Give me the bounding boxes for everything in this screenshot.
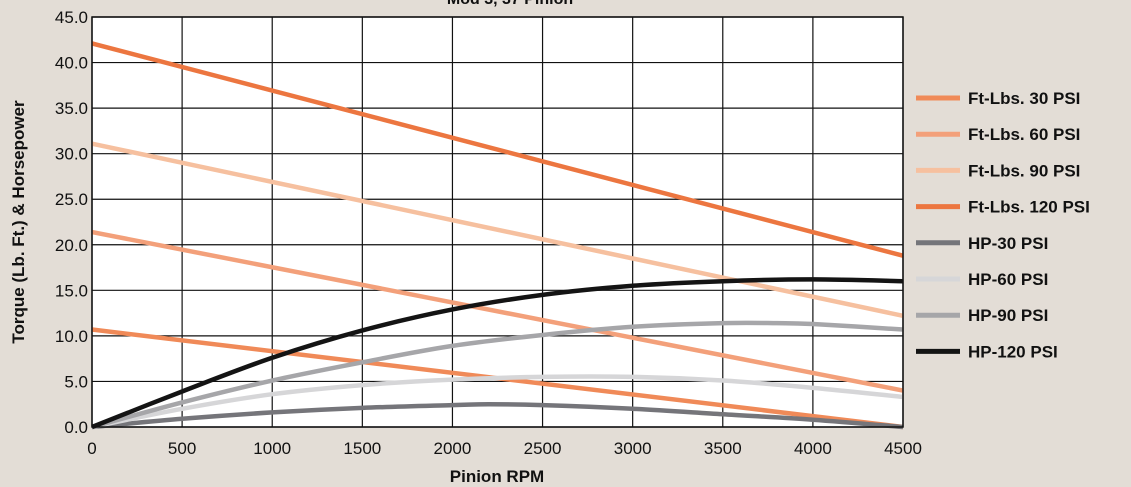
y-tick-label: 0.0 (64, 418, 88, 437)
series-group (91, 41, 904, 430)
y-tick-label: 40.0 (55, 54, 88, 73)
x-tick-label: 4500 (884, 439, 922, 458)
y-tick-label: 20.0 (55, 236, 88, 255)
x-tick-label: 3000 (614, 439, 652, 458)
x-tick-label: 1500 (343, 439, 381, 458)
series-line (91, 229, 904, 393)
x-tick-label: 4000 (794, 439, 832, 458)
legend-label: HP-60 PSI (968, 270, 1048, 289)
plot-border (91, 16, 904, 428)
y-tick-label: 25.0 (55, 190, 88, 209)
x-tick-label: 1000 (253, 439, 291, 458)
series-line (91, 320, 904, 430)
x-axis-label: Pinion RPM (450, 467, 544, 486)
legend-label: HP-30 PSI (968, 234, 1048, 253)
series-line (91, 401, 904, 430)
x-tick-label: 2000 (434, 439, 472, 458)
y-tick-label: 45.0 (55, 8, 88, 27)
y-tick-label: 15.0 (55, 281, 88, 300)
y-tick-label: 35.0 (55, 99, 88, 118)
legend: Ft-Lbs. 30 PSI Ft-Lbs. 60 PSI Ft-Lbs. 90 P… (916, 89, 1090, 361)
x-tick-label: 500 (168, 439, 196, 458)
y-tick-label: 5.0 (64, 372, 88, 391)
legend-label: Ft-Lbs. 30 PSI (968, 89, 1080, 108)
series-line (91, 374, 904, 430)
series-line (91, 277, 904, 430)
y-tick-label: 30.0 (55, 145, 88, 164)
series-line (91, 41, 904, 258)
legend-label: Ft-Lbs. 90 PSI (968, 161, 1080, 180)
x-tick-label: 0 (87, 439, 96, 458)
series-line (91, 141, 904, 319)
y-tick-label: 10.0 (55, 327, 88, 346)
legend-label: Ft-Lbs. 120 PSI (968, 198, 1090, 217)
y-tick-labels: 0.0 5.0 10.0 15.0 20.0 25.0 30.0 35.0 40.0 45.0 (55, 8, 88, 437)
x-tick-labels: 0 500 1000 1500 2000 2500 3000 3500 4000 4500 (87, 439, 922, 458)
y-axis-label: Torque (Lb. Ft.) & Horsepower (9, 100, 28, 344)
legend-label: HP-90 PSI (968, 306, 1048, 325)
legend-label: Ft-Lbs. 60 PSI (968, 125, 1080, 144)
chart-title: Mod 3, 37 Pinion (380, 0, 640, 9)
x-tick-label: 3500 (704, 439, 742, 458)
legend-label: HP-120 PSI (968, 342, 1058, 361)
x-tick-label: 2500 (524, 439, 562, 458)
